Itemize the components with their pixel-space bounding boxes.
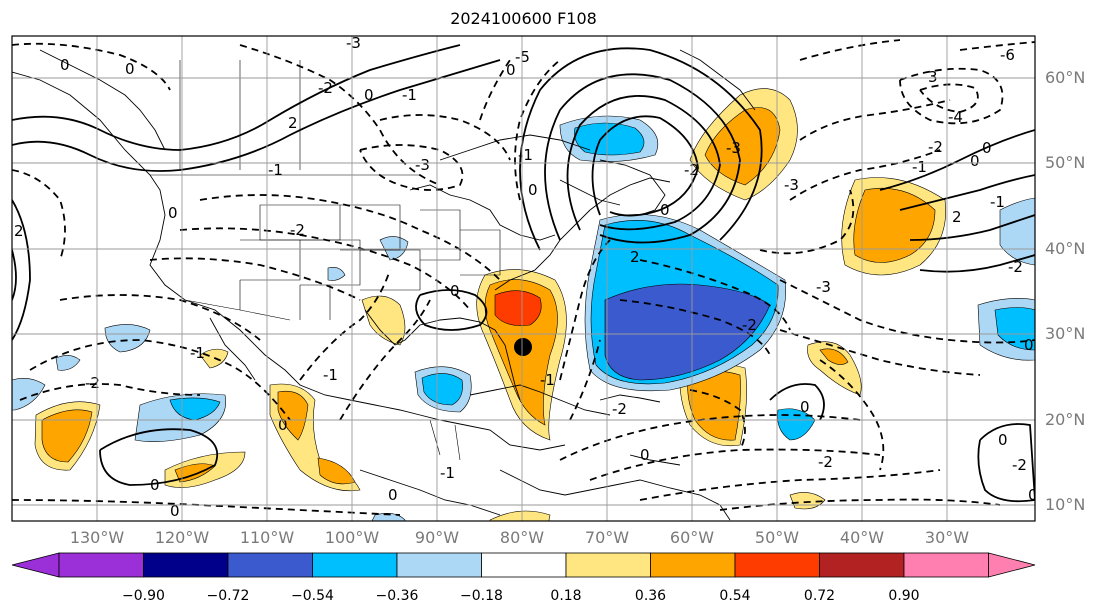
- anomaly-shading: [12, 88, 1035, 521]
- lon-label: 40°W: [839, 528, 885, 547]
- contour-label: -2: [928, 138, 943, 156]
- contour-label: -2: [290, 221, 305, 239]
- lon-label: 80°W: [499, 528, 545, 547]
- colorbar-tick-label: −0.18: [460, 588, 503, 604]
- contour-label: -2: [1012, 456, 1027, 474]
- contour-label: 0: [982, 139, 992, 157]
- contour-label: -2: [85, 374, 100, 392]
- contour-label: -1: [990, 193, 1005, 211]
- contour-label: -2: [684, 161, 699, 179]
- contour-label: 0: [125, 60, 135, 78]
- lon-label: 90°W: [414, 528, 460, 547]
- contour-label: 0: [150, 476, 160, 494]
- contour-label-group: -3 0 -2 0 2 0 -1 -3 -2 0 2 3 -1 0 -3 -4 …: [14, 34, 1038, 520]
- contour-label: 0: [640, 446, 650, 464]
- contour-label: -3: [346, 34, 361, 52]
- contour-lines: [12, 44, 1035, 503]
- contour-label: 0: [60, 56, 70, 74]
- colorbar-tick-label: −0.54: [291, 588, 334, 604]
- colorbar-tick-label: −0.90: [122, 588, 165, 604]
- map-title: 2024100600 F108: [450, 9, 597, 28]
- contour-label: -1: [190, 344, 205, 362]
- contour-label: -1: [540, 371, 555, 389]
- graticule: [12, 36, 1035, 521]
- colorbar-tick-label: −0.36: [375, 588, 419, 604]
- colorbar-tick-label: 0.72: [803, 588, 836, 604]
- contour-label: 0: [168, 204, 178, 222]
- contour-label: 0: [1024, 336, 1034, 354]
- colorbar-tick-label: 0.36: [634, 588, 667, 604]
- contour-label: -3: [816, 278, 831, 296]
- lon-label: 30°W: [924, 528, 970, 547]
- contour-label: -1: [440, 464, 455, 482]
- contour-label: -1: [323, 366, 338, 384]
- contour-label: -2: [318, 79, 333, 97]
- contour-label: -3: [415, 156, 430, 174]
- contour-label: 0: [800, 398, 810, 416]
- lat-label: 20°N: [1045, 410, 1086, 429]
- contour-label: 0: [364, 86, 374, 104]
- contour-label: 0: [170, 502, 180, 520]
- contour-label: 0: [660, 201, 670, 219]
- storm-center-marker: [514, 338, 532, 356]
- lat-label: 40°N: [1045, 239, 1086, 258]
- colorbar-tick-label: 0.90: [888, 588, 920, 604]
- contour-label: 0: [528, 181, 538, 199]
- contour-label: 0: [970, 152, 980, 170]
- contour-label: -4: [948, 108, 963, 126]
- lon-label: 50°W: [754, 528, 800, 547]
- lon-label: 70°W: [584, 528, 630, 547]
- contour-label: 0: [450, 282, 460, 300]
- contour-label: -1: [912, 158, 927, 176]
- lat-label: 50°N: [1045, 153, 1086, 172]
- colorbar: [11, 552, 1036, 578]
- colorbar-tick-label: 0.54: [719, 588, 751, 604]
- lon-label: 130°W: [69, 528, 125, 547]
- contour-label: 2: [14, 222, 24, 240]
- contour-label: 0: [998, 431, 1008, 449]
- contour-label: 2: [630, 248, 640, 266]
- contour-label: -1: [518, 146, 533, 164]
- contour-label: 0: [506, 61, 516, 79]
- lon-label: 100°W: [324, 528, 380, 547]
- lon-label: 110°W: [239, 528, 295, 547]
- colorbar-tick-label: −0.72: [206, 588, 250, 604]
- contour-label: 2: [288, 114, 298, 132]
- contour-label: 0: [388, 486, 398, 504]
- contour-label: -1: [268, 161, 283, 179]
- contour-label: -3: [784, 176, 799, 194]
- contour-lines-dashed: [12, 39, 1035, 516]
- map-frame: [11, 35, 1036, 522]
- colorbar-tick-label: 0.18: [550, 588, 582, 604]
- contour-label: -2: [742, 316, 757, 334]
- lat-label: 10°N: [1045, 495, 1086, 514]
- contour-label: 0: [1028, 486, 1038, 504]
- contour-label: -3: [726, 139, 741, 157]
- colorbar-extend-low: [11, 552, 60, 578]
- contour-label: 0: [278, 416, 288, 434]
- contour-label: 2: [952, 208, 962, 226]
- contour-label: -6: [1000, 46, 1015, 64]
- contour-label: 3: [928, 68, 938, 86]
- lat-label: 30°N: [1045, 324, 1086, 343]
- colorbar-extend-high: [988, 552, 1036, 578]
- contour-label: -2: [1008, 258, 1023, 276]
- lon-label: 120°W: [154, 528, 210, 547]
- lon-label: 60°W: [669, 528, 715, 547]
- contour-label: -1: [402, 86, 417, 104]
- contour-label: -2: [818, 453, 833, 471]
- contour-label: -2: [612, 400, 627, 418]
- contour-label: -5: [515, 48, 530, 66]
- lat-label: 60°N: [1045, 68, 1086, 87]
